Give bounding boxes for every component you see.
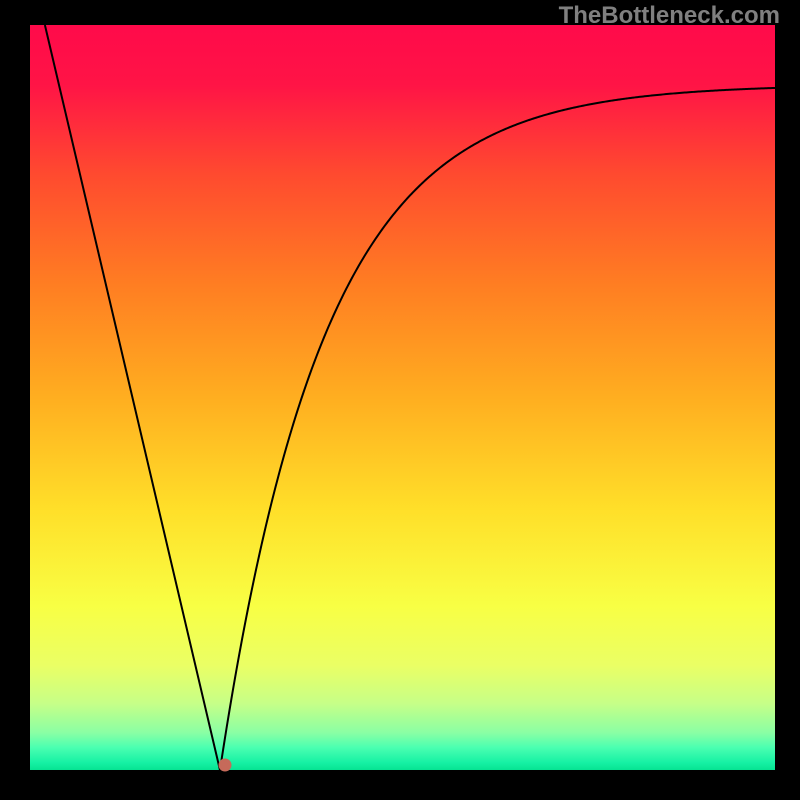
curve-path — [45, 25, 775, 770]
bottleneck-curve — [30, 25, 775, 770]
watermark-text: TheBottleneck.com — [559, 2, 780, 30]
plot-area — [30, 25, 775, 770]
chart-stage: TheBottleneck.com — [0, 0, 800, 800]
optimal-point-marker — [219, 758, 232, 771]
